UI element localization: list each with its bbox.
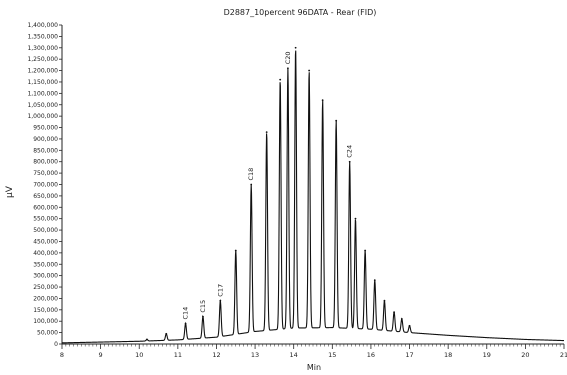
x-tick-label: 19 <box>483 351 491 359</box>
x-tick-label: 18 <box>444 351 452 359</box>
peak-point <box>165 332 168 335</box>
y-tick-label: 350,000 <box>33 261 58 268</box>
y-tick-label: 0 <box>54 341 58 348</box>
x-tick-label: 13 <box>251 351 259 359</box>
peak-point <box>146 338 148 341</box>
x-tick-label: 15 <box>328 351 336 359</box>
y-tick-label: 750,000 <box>33 170 58 177</box>
x-tick-label: 14 <box>290 351 298 359</box>
peak-point <box>373 279 376 282</box>
peak-point <box>408 324 411 327</box>
y-tick-label: 650,000 <box>33 193 58 200</box>
x-tick-label: 17 <box>405 351 413 359</box>
peak-label: C17 <box>216 284 224 297</box>
peak-point <box>234 249 237 252</box>
peak-label: C24 <box>346 145 354 158</box>
peak-point <box>393 311 395 313</box>
x-tick-label: 12 <box>212 351 220 359</box>
peak-point <box>354 217 357 220</box>
peak-point <box>308 69 311 72</box>
x-tick-label: 10 <box>135 351 143 359</box>
peak-label: C14 <box>182 307 190 320</box>
peak-point <box>202 315 204 318</box>
peak-point <box>265 131 268 133</box>
peak-point <box>321 99 324 102</box>
peak-labels: C14 C15 C17 C18 C20 C24 <box>182 51 354 319</box>
y-tick-label: 900,000 <box>33 136 58 143</box>
y-tick-label: 150,000 <box>33 307 58 314</box>
peak-label: C20 <box>284 51 292 64</box>
peak-point <box>348 160 351 163</box>
y-tick-label: 1,100,000 <box>27 90 58 97</box>
y-tick-label: 400,000 <box>33 250 58 257</box>
chromatogram-trace <box>61 50 565 344</box>
x-tick-labels: 8 9 10 11 12 13 14 15 16 17 18 19 20 21 <box>60 344 567 359</box>
chromatogram-trace-layer <box>61 46 565 344</box>
y-tick-label: 450,000 <box>33 238 58 245</box>
y-tick-label: 800,000 <box>33 159 58 166</box>
y-tick-label: 500,000 <box>33 227 58 234</box>
y-tick-label: 300,000 <box>33 273 58 280</box>
y-tick-label: 700,000 <box>33 182 58 189</box>
y-tick-label: 1,250,000 <box>27 56 58 63</box>
y-tick-label: 600,000 <box>33 204 58 211</box>
y-tick-label: 950,000 <box>33 125 58 132</box>
chart-axes <box>61 25 564 345</box>
x-tick-label: 9 <box>99 351 103 359</box>
peak-point <box>250 183 253 186</box>
y-tick-label: 1,300,000 <box>27 45 58 52</box>
x-tick-label: 20 <box>521 351 529 359</box>
y-tick-label: 1,150,000 <box>27 79 58 86</box>
peak-label: C15 <box>199 300 207 313</box>
x-axis-label: Min <box>307 363 321 372</box>
y-tick-label: 550,000 <box>33 216 58 223</box>
y-tick-label: 1,350,000 <box>27 33 58 40</box>
y-axis-label: µV <box>5 185 15 198</box>
y-tick-labels: 0 50,000 100,000 150,000 200,000 250,000 300,0… <box>27 22 62 348</box>
peak-point <box>383 299 386 302</box>
y-tick-label: 250,000 <box>33 284 58 291</box>
peak-label: C18 <box>247 168 255 181</box>
y-tick-label: 1,050,000 <box>27 102 58 109</box>
peak-point <box>294 46 297 49</box>
chart-title: D2887_10percent 96DATA - Rear (FID) <box>224 8 377 17</box>
y-tick-label: 850,000 <box>33 147 58 154</box>
y-tick-label: 1,400,000 <box>27 22 58 29</box>
y-tick-label: 100,000 <box>33 318 58 325</box>
peak-point <box>287 67 289 70</box>
peak-point <box>219 299 222 302</box>
peak-point <box>400 318 403 320</box>
x-tick-label: 8 <box>60 351 64 359</box>
y-tick-label: 1,200,000 <box>27 68 58 75</box>
y-tick-label: 1,000,000 <box>27 113 58 120</box>
y-tick-label: 50,000 <box>37 330 58 337</box>
x-tick-label: 16 <box>367 351 375 359</box>
x-tick-label: 21 <box>560 351 567 359</box>
x-tick-label: 11 <box>174 351 182 359</box>
peak-point <box>184 322 187 325</box>
y-tick-label: 200,000 <box>33 295 58 302</box>
peak-point <box>335 119 338 122</box>
peak-point <box>279 78 282 81</box>
peak-point <box>364 249 367 252</box>
